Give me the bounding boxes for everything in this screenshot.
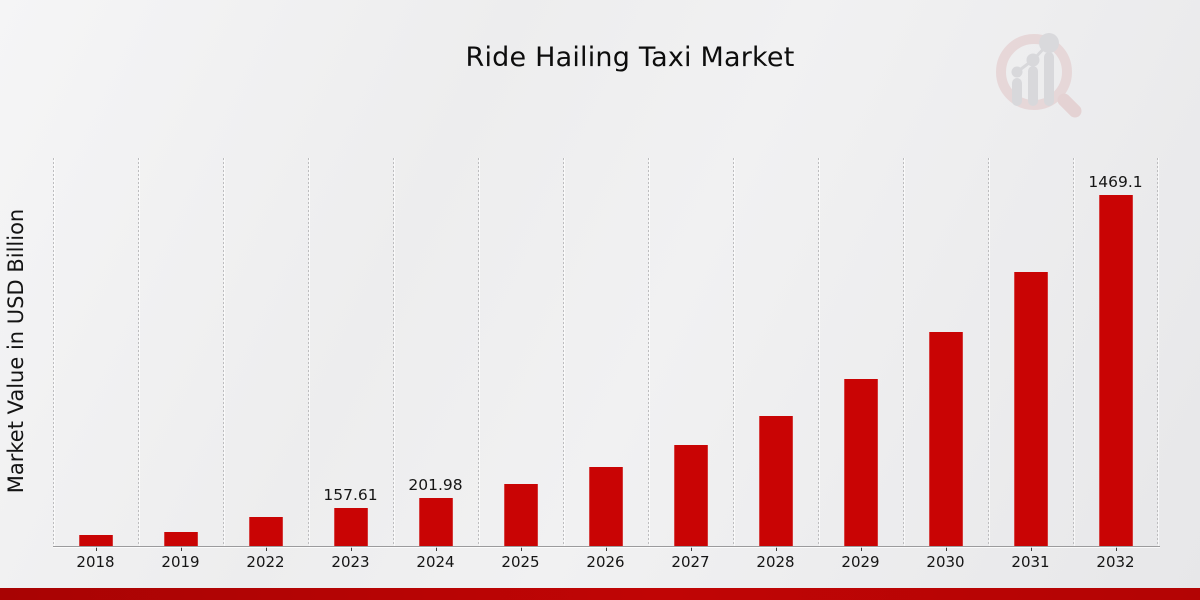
plot-area: 2018 2019 2022 157.61 2023 201.98 2024 2025 2026… (53, 158, 1158, 571)
x-tick-label-2025: 2025 (501, 553, 540, 571)
bar-2027 (673, 444, 708, 546)
x-tick-label-2030: 2030 (926, 553, 965, 571)
vertical-gridline (903, 158, 904, 546)
x-tick-mark (775, 546, 777, 551)
bar-2025 (503, 484, 538, 546)
vertical-gridline (393, 158, 394, 546)
vertical-gridline (308, 158, 309, 546)
x-tick-label-2022: 2022 (246, 553, 285, 571)
vertical-gridline (563, 158, 564, 546)
bar-2029 (843, 379, 878, 546)
vertical-gridline (818, 158, 819, 546)
vertical-gridline (733, 158, 734, 546)
y-axis-label: Market Value in USD Billion (4, 208, 28, 494)
bar-value-label-2032: 1469.1 (1088, 173, 1143, 192)
x-tick-label-2028: 2028 (756, 553, 795, 571)
x-tick-label-2032: 2032 (1096, 553, 1135, 571)
vertical-gridline (138, 158, 139, 546)
vertical-gridline (988, 158, 989, 546)
bar-2032 (1098, 195, 1133, 546)
footer-banner (0, 588, 1200, 600)
x-tick-mark (1030, 546, 1032, 551)
x-tick-mark (350, 546, 352, 551)
vertical-gridline (53, 158, 54, 546)
x-tick-label-2031: 2031 (1011, 553, 1050, 571)
vertical-gridline (478, 158, 479, 546)
vertical-gridline (1073, 158, 1074, 546)
x-tick-mark (860, 546, 862, 551)
x-tick-mark (605, 546, 607, 551)
x-tick-mark (690, 546, 692, 551)
x-tick-mark (265, 546, 267, 551)
vertical-gridline (1157, 158, 1158, 546)
bar-2030 (928, 332, 963, 546)
bar-value-label-2023: 157.61 (323, 486, 378, 505)
x-tick-mark (945, 546, 947, 551)
vertical-gridline (223, 158, 224, 546)
bar-value-label-2024: 201.98 (408, 475, 463, 494)
bar-2019 (163, 532, 198, 546)
x-tick-label-2024: 2024 (416, 553, 455, 571)
bar-2031 (1013, 272, 1048, 546)
vertical-gridline (648, 158, 649, 546)
x-tick-mark (1115, 546, 1117, 551)
x-tick-label-2019: 2019 (161, 553, 200, 571)
x-tick-mark (180, 546, 182, 551)
x-tick-label-2026: 2026 (586, 553, 625, 571)
bar-2023 (333, 508, 368, 546)
bar-2018 (78, 535, 113, 546)
x-tick-label-2029: 2029 (841, 553, 880, 571)
x-tick-label-2018: 2018 (76, 553, 115, 571)
x-tick-mark (435, 546, 437, 551)
x-tick-mark (95, 546, 97, 551)
bar-2028 (758, 415, 793, 546)
bar-2026 (588, 466, 623, 546)
x-axis-line (53, 546, 1160, 547)
x-tick-label-2023: 2023 (331, 553, 370, 571)
bar-2024 (418, 497, 453, 546)
bar-2022 (248, 516, 283, 546)
chart-title: Ride Hailing Taxi Market (465, 42, 795, 73)
x-tick-mark (520, 546, 522, 551)
x-tick-label-2027: 2027 (671, 553, 710, 571)
